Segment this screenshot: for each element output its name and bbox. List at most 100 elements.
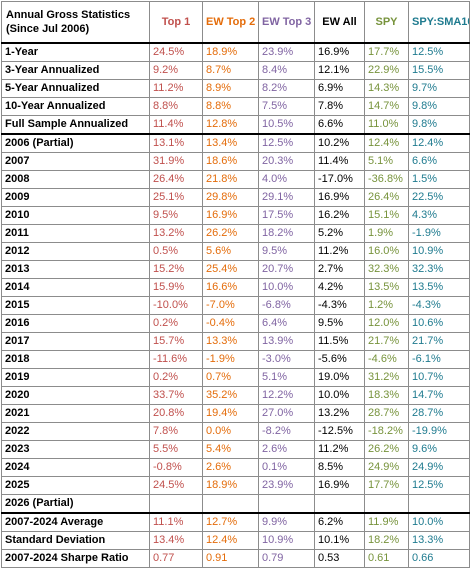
cell-ew-all: 11.5%	[314, 332, 365, 351]
cell-spy: 12.4%	[364, 133, 409, 153]
cell-ew-top3: 5.1%	[258, 368, 315, 387]
cell-ew-top2: 12.7%	[202, 512, 259, 532]
row-label: 2013	[1, 260, 150, 279]
cell-ew-top2: 26.2%	[202, 224, 259, 243]
cell-spy: 32.3%	[364, 260, 409, 279]
row-label: 2008	[1, 170, 150, 189]
cell-ew-top3: 10.5%	[258, 115, 315, 135]
row-label: 2023	[1, 440, 150, 459]
cell-top1: 24.5%	[149, 476, 203, 495]
cell-ew-top2: 18.9%	[202, 42, 259, 62]
cell-ew-top3: 2.6%	[258, 440, 315, 459]
cell-ew-all: 0.53	[314, 549, 365, 568]
cell-top1: 13.4%	[149, 531, 203, 550]
cell-ew-top2: 0.0%	[202, 422, 259, 441]
cell-spy-sma10: 9.8%	[408, 97, 470, 116]
table-row: 2010 9.5% 16.9% 17.5% 16.2% 15.1% 4.3%	[1, 206, 470, 225]
row-label: 2017	[1, 332, 150, 351]
cell-ew-top2: 5.6%	[202, 242, 259, 261]
cell-ew-top2: 18.9%	[202, 476, 259, 495]
cell-ew-top3: 12.2%	[258, 386, 315, 405]
cell-spy-sma10: 10.0%	[408, 512, 470, 532]
cell-spy: 11.9%	[364, 512, 409, 532]
cell-ew-top3: 10.9%	[258, 531, 315, 550]
cell-top1: 20.8%	[149, 404, 203, 423]
cell-ew-top3: 9.9%	[258, 512, 315, 532]
table-row: 2022 7.8% 0.0% -8.2% -12.5% -18.2% -19.9%	[1, 422, 470, 441]
row-label: 2014	[1, 278, 150, 297]
table-title: Annual Gross Statistics (Since Jul 2006)	[1, 1, 150, 44]
cell-ew-all: -17.0%	[314, 170, 365, 189]
cell-ew-top3: -3.0%	[258, 350, 315, 369]
cell-top1: 0.77	[149, 549, 203, 568]
table-row: 2025 24.5% 18.9% 23.9% 16.9% 17.7% 12.5%	[1, 476, 470, 495]
cell-spy-sma10: 9.7%	[408, 79, 470, 98]
table-row: 2017 15.7% 13.3% 13.9% 11.5% 21.7% 21.7%	[1, 332, 470, 351]
row-label: 2021	[1, 404, 150, 423]
row-label: 5-Year Annualized	[1, 79, 150, 98]
cell-spy: 1.9%	[364, 224, 409, 243]
cell-top1: 24.5%	[149, 42, 203, 62]
cell-spy-sma10: 15.5%	[408, 61, 470, 80]
cell-spy: 24.9%	[364, 458, 409, 477]
row-label: 2024	[1, 458, 150, 477]
table-row: 2011 13.2% 26.2% 18.2% 5.2% 1.9% -1.9%	[1, 224, 470, 243]
cell-spy: 18.2%	[364, 531, 409, 550]
cell-top1	[149, 494, 203, 514]
cell-spy-sma10: 10.6%	[408, 314, 470, 333]
cell-ew-all: 2.7%	[314, 260, 365, 279]
cell-ew-all: 16.9%	[314, 42, 365, 62]
cell-spy: 15.1%	[364, 206, 409, 225]
row-label: Full Sample Annualized	[1, 115, 150, 135]
cell-ew-all: 11.2%	[314, 440, 365, 459]
cell-ew-top2: 12.8%	[202, 115, 259, 135]
table-row: 2024 -0.8% 2.6% 0.1% 8.5% 24.9% 24.9%	[1, 458, 470, 477]
cell-ew-top3: 18.2%	[258, 224, 315, 243]
column-header-spy: SPY	[364, 1, 409, 44]
cell-spy: -36.8%	[364, 170, 409, 189]
cell-ew-top3: -6.8%	[258, 296, 315, 315]
cell-spy: 16.0%	[364, 242, 409, 261]
cell-ew-top3: 8.4%	[258, 61, 315, 80]
column-header-ew-top2: EW Top 2	[202, 1, 259, 44]
cell-top1: 11.4%	[149, 115, 203, 135]
cell-ew-top2: 5.4%	[202, 440, 259, 459]
cell-spy-sma10: 4.3%	[408, 206, 470, 225]
row-label: 2006 (Partial)	[1, 133, 150, 153]
table-row: 2016 0.2% -0.4% 6.4% 9.5% 12.0% 10.6%	[1, 314, 470, 333]
table-row: 5-Year Annualized 11.2% 8.9% 8.2% 6.9% 14.3% 9…	[1, 79, 470, 98]
cell-spy: 14.3%	[364, 79, 409, 98]
row-label: 2007	[1, 152, 150, 171]
cell-ew-top3: 17.5%	[258, 206, 315, 225]
column-header-ew-all: EW All	[314, 1, 365, 44]
column-header-top1: Top 1	[149, 1, 203, 44]
cell-ew-top2: 25.4%	[202, 260, 259, 279]
cell-spy: 13.5%	[364, 278, 409, 297]
table-row: 3-Year Annualized 9.2% 8.7% 8.4% 12.1% 22.9% 1…	[1, 61, 470, 80]
cell-top1: 7.8%	[149, 422, 203, 441]
cell-top1: -11.6%	[149, 350, 203, 369]
cell-spy-sma10	[408, 494, 470, 514]
cell-ew-all: 7.8%	[314, 97, 365, 116]
table-row: 2006 (Partial) 13.1% 13.4% 12.5% 10.2% 12.4% 1…	[1, 133, 470, 153]
cell-ew-all: 6.6%	[314, 115, 365, 135]
cell-ew-top3: 20.3%	[258, 152, 315, 171]
row-label: 2009	[1, 188, 150, 207]
cell-spy	[364, 494, 409, 514]
cell-top1: 0.2%	[149, 368, 203, 387]
table-row: 2026 (Partial)	[1, 494, 470, 514]
row-label: 2015	[1, 296, 150, 315]
cell-top1: -10.0%	[149, 296, 203, 315]
cell-ew-top3: 10.0%	[258, 278, 315, 297]
table-row: 2015 -10.0% -7.0% -6.8% -4.3% 1.2% -4.3%	[1, 296, 470, 315]
table-row: 2023 5.5% 5.4% 2.6% 11.2% 26.2% 9.6%	[1, 440, 470, 459]
cell-top1: 13.2%	[149, 224, 203, 243]
cell-ew-top3: 6.4%	[258, 314, 315, 333]
table-row: 2013 15.2% 25.4% 20.7% 2.7% 32.3% 32.3%	[1, 260, 470, 279]
cell-spy: 0.61	[364, 549, 409, 568]
row-label: 2022	[1, 422, 150, 441]
cell-ew-top2: 18.6%	[202, 152, 259, 171]
table-row: Full Sample Annualized 11.4% 12.8% 10.5% 6.6…	[1, 115, 470, 135]
cell-spy-sma10: 13.5%	[408, 278, 470, 297]
cell-ew-top3: 27.0%	[258, 404, 315, 423]
